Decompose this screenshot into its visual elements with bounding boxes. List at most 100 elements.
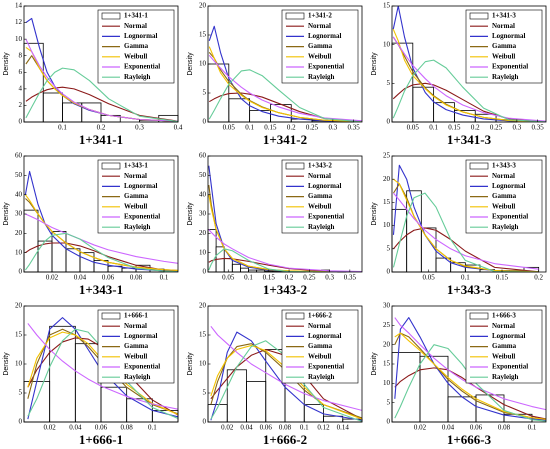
curves [392, 6, 546, 122]
x-tick-label: 0.05 [223, 124, 236, 132]
y-tick-label: 5 [19, 389, 23, 397]
x-tick-label: 0.02 [46, 274, 59, 282]
legend-label: Weibull [308, 202, 331, 210]
legend-label: Normal [124, 172, 147, 180]
legend-label: Lognormal [492, 32, 526, 40]
legend-label: 1+666-3 [492, 312, 516, 320]
panel: 0 5 10 15 0.05 0.1 0.15 0.2 0.25 0.3 0.35 Density 1+… [371, 2, 547, 147]
panel: 0 5 10 15 20 0.02 0.04 0.06 0.08 0.1 0.12 0.14 Densi… [187, 302, 363, 447]
y-tick-label: 20 [199, 229, 207, 237]
legend-label: Weibull [492, 352, 515, 360]
y-tick-label: 5 [387, 79, 391, 87]
y-tick-label: 5 [387, 398, 391, 406]
y-tick-label: 0 [19, 268, 23, 276]
y-tick-label: 0 [19, 118, 23, 126]
fit-curve [25, 242, 178, 272]
y-tick-label: 15 [383, 198, 391, 206]
legend-swatch [285, 162, 305, 170]
x-tick-label: 0.25 [303, 274, 316, 282]
curves [392, 164, 539, 272]
y-tick-label: 5 [203, 389, 207, 397]
axes-frame [391, 5, 547, 123]
y-axis-label: Density [187, 202, 194, 226]
y-tick-label: 10 [15, 35, 23, 43]
y-tick-label: 40 [199, 190, 207, 198]
x-tick-label: 0.08 [279, 424, 292, 432]
legend-label: Gamma [124, 192, 149, 200]
panel: 0 5 10 15 20 0.02 0.04 0.06 0.08 0.1 Density 1+666-… [3, 302, 179, 447]
fit-curve [393, 192, 539, 270]
legend-label: Rayleigh [308, 73, 335, 81]
x-tick-label: 0.15 [263, 274, 276, 282]
legend-label: Gamma [492, 42, 517, 50]
x-tick-label: 0.04 [74, 274, 87, 282]
curves [27, 317, 178, 420]
y-tick-label: 5 [203, 89, 207, 97]
legend-label: Weibull [308, 352, 331, 360]
fit-curve [24, 170, 178, 272]
legend-label: Normal [308, 172, 331, 180]
y-tick-label: 30 [383, 302, 391, 310]
fit-curve [210, 325, 362, 411]
x-tick-label: 0.2 [97, 124, 106, 132]
fit-curve [392, 28, 546, 122]
legend-label: Rayleigh [492, 73, 519, 81]
curves [24, 170, 178, 272]
legend-label: Lognormal [124, 332, 158, 340]
x-tick-label: 0.2 [471, 124, 480, 132]
chart-title: 1+343-1 [79, 282, 123, 297]
legend-label: Lognormal [308, 182, 342, 190]
y-tick-label: 8 [19, 51, 23, 59]
y-tick-label: 14 [15, 2, 23, 10]
y-tick-label: 10 [199, 360, 207, 368]
legend-label: Rayleigh [124, 223, 151, 231]
x-tick-label: 0.08 [130, 274, 143, 282]
legend-label: Normal [124, 322, 147, 330]
fit-curve [25, 86, 178, 122]
fit-curve [394, 317, 546, 421]
legend-label: Rayleigh [492, 373, 519, 381]
legend-label: Normal [308, 322, 331, 330]
panel: 0 5 10 15 20 25 30 0.02 0.04 0.06 0.08 0.1 Density 1+… [371, 302, 547, 447]
x-tick-label: 0.04 [69, 424, 82, 432]
y-axis-label: Density [371, 202, 378, 226]
legend-label: Gamma [308, 42, 333, 50]
y-tick-label: 50 [199, 171, 207, 179]
fit-curve [210, 331, 362, 421]
y-axis-label: Density [371, 52, 378, 76]
legend-label: Gamma [492, 192, 517, 200]
fit-curve [24, 232, 178, 272]
x-tick-label: 0.04 [442, 424, 455, 432]
y-axis-label: Density [187, 352, 194, 376]
x-tick-label: 0.04 [240, 424, 253, 432]
y-axis-label: Density [3, 352, 10, 376]
x-tick-label: 0.05 [407, 124, 420, 132]
legend-label: Exponential [492, 213, 528, 221]
x-tick-label: 0.35 [344, 274, 357, 282]
legend-label: Lognormal [124, 182, 158, 190]
legend-label: Rayleigh [308, 373, 335, 381]
fit-curve [27, 323, 178, 410]
fit-curve [208, 25, 362, 122]
fit-curve [25, 67, 178, 122]
y-tick-label: 12 [15, 18, 23, 26]
y-tick-label: 20 [383, 340, 391, 348]
y-tick-label: 60 [15, 152, 23, 160]
x-tick-label: 0.25 [306, 124, 319, 132]
y-tick-label: 0 [387, 418, 391, 426]
x-tick-label: 0.35 [532, 124, 545, 132]
legend-label: Normal [492, 322, 515, 330]
x-tick-label: 0.35 [348, 124, 361, 132]
chart-title: 1+343-2 [263, 282, 307, 297]
legend-swatch [469, 12, 489, 20]
x-tick-label: 0.06 [470, 424, 483, 432]
legend-swatch [101, 12, 121, 20]
legend-label: Weibull [124, 202, 147, 210]
legend-label: Weibull [492, 52, 515, 60]
legend-label: 1+341-2 [308, 12, 332, 20]
y-tick-label: 25 [383, 321, 391, 329]
y-tick-label: 40 [15, 190, 23, 198]
y-tick-label: 4 [19, 84, 23, 92]
y-tick-label: 30 [15, 210, 23, 218]
legend-label: Gamma [124, 342, 149, 350]
